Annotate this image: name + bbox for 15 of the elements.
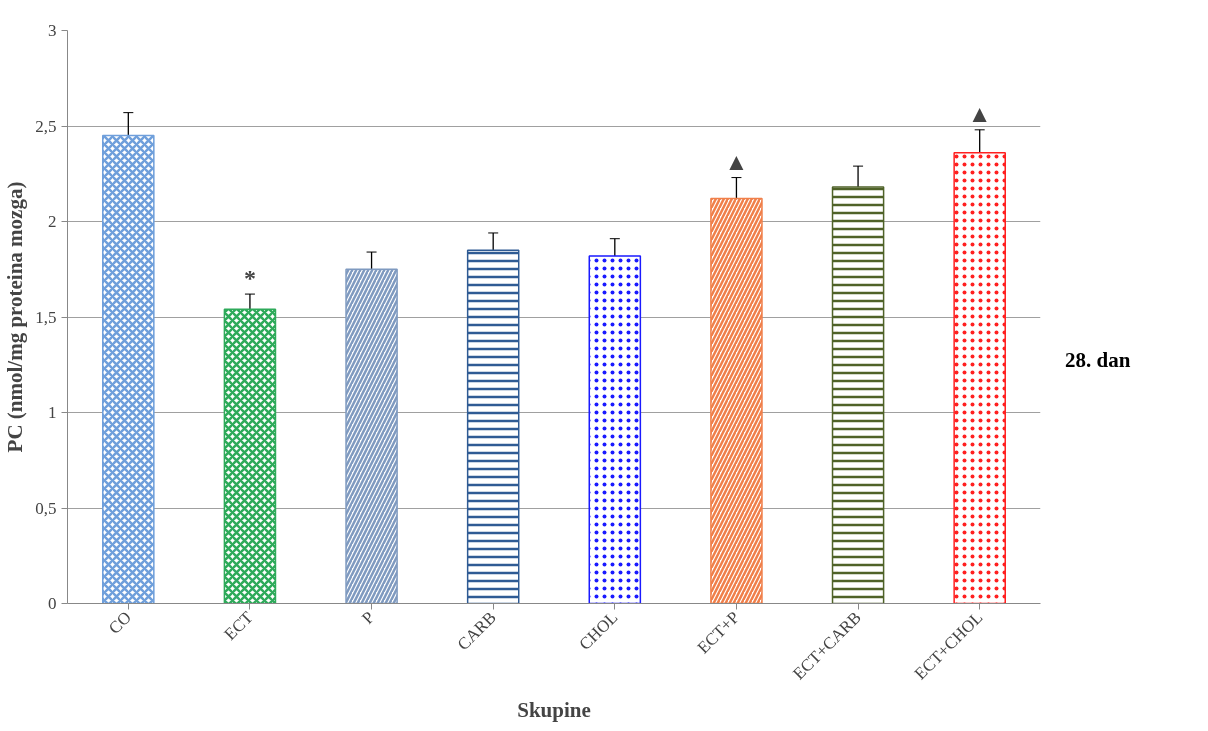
text: 28. dan (1065, 347, 1131, 374)
x-tick-label: CO (104, 607, 136, 638)
y-axis-title: PC (nmol/mg proteina mozga) (3, 181, 28, 453)
y-tick-label: 1,5 (35, 307, 57, 327)
annotation: ▲ (967, 100, 992, 127)
annotation: ▲ (724, 148, 749, 175)
y-tick-label: 3 (48, 21, 57, 40)
y-tick-label: 2 (48, 212, 57, 231)
y-tick-label: 1 (48, 403, 57, 422)
y-tick-label: 0,5 (35, 498, 57, 518)
x-axis-title: Skupine (517, 698, 591, 723)
annotation: * (243, 265, 256, 292)
y-tick-label: 0 (48, 594, 57, 613)
x-tick-label: P (358, 607, 379, 628)
y-tick-label: 2,5 (35, 116, 57, 136)
